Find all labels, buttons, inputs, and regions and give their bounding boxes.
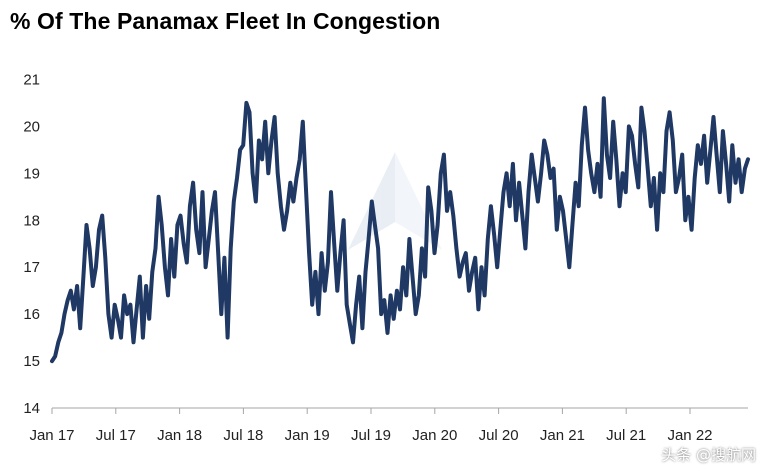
x-tick-label: Jan 17 (29, 427, 74, 444)
y-axis-ticks: 14 15 16 17 18 19 20 21 (23, 71, 40, 417)
y-tick-label: 18 (23, 212, 40, 229)
chart-title: % Of The Panamax Fleet In Congestion (10, 8, 441, 34)
x-tick-label: Jan 19 (285, 427, 330, 444)
x-tick-label: Jul 21 (606, 427, 646, 444)
y-tick-label: 19 (23, 165, 40, 182)
y-tick-label: 20 (23, 118, 40, 135)
x-tick-label: Jan 18 (157, 427, 202, 444)
y-tick-label: 17 (23, 259, 40, 276)
y-tick-label: 15 (23, 353, 40, 370)
x-axis: Jan 17 Jul 17 Jan 18 Jul 18 Jan 19 Jul 19 Jan … (29, 407, 748, 444)
x-tick-label: Jul 20 (479, 427, 519, 444)
series-line (50, 96, 750, 364)
y-tick-label: 21 (23, 71, 40, 88)
x-tick-label: Jul 18 (223, 427, 263, 444)
y-tick-label: 16 (23, 306, 40, 323)
x-tick-label: Jul 19 (351, 427, 391, 444)
x-tick-label: Jan 21 (540, 427, 585, 444)
series-layer (50, 96, 750, 364)
y-tick-label: 14 (23, 400, 40, 417)
x-tick-label: Jan 20 (412, 427, 457, 444)
watermark-text: 头条 @搜航网 (661, 446, 756, 464)
x-tick-label: Jan 22 (667, 427, 712, 444)
x-tick-label: Jul 17 (96, 427, 136, 444)
